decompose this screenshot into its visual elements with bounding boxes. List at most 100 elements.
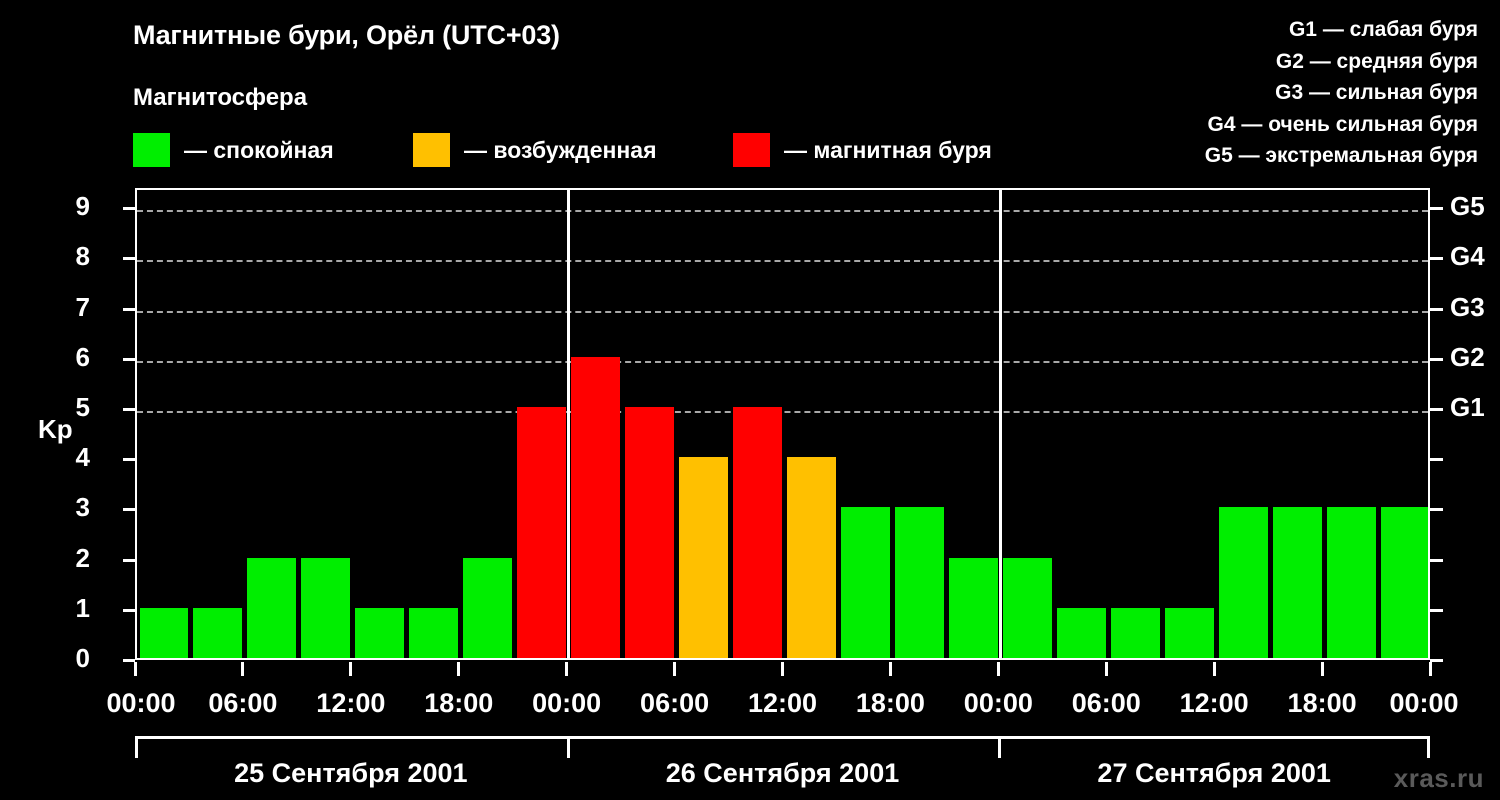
gscale-legend-row-g3: G3 — сильная буря	[1275, 81, 1478, 104]
bar[interactable]	[139, 607, 189, 658]
magnetosphere-legend-item-quiet: — спокойная	[133, 131, 334, 169]
gridline-kp-5	[137, 410, 1428, 413]
y-tick-label-1: 1	[75, 592, 90, 623]
bar[interactable]	[1056, 607, 1106, 658]
page-title: Магнитные бури, Орёл (UTC+03)	[133, 20, 560, 50]
day-label-1: 25 Сентября 2001	[234, 758, 468, 788]
y-tick-label-4: 4	[75, 442, 90, 473]
gscale-legend-row-g1: G1 — слабая буря	[1288, 18, 1478, 41]
gridline-kp-7	[137, 310, 1428, 313]
x-tick-mark-11	[1320, 662, 1324, 676]
x-tick-mark-5	[673, 662, 677, 676]
x-tick-mark-10	[1212, 662, 1216, 676]
y-tick-mark-0	[123, 659, 135, 662]
x-tick-mark-4	[565, 662, 569, 676]
x-tick-mark-3	[457, 662, 461, 676]
x-tick-mark-7	[888, 662, 892, 676]
bar[interactable]	[301, 557, 351, 658]
y-tick-mark-3	[123, 508, 135, 512]
y-tick-label-0: 0	[75, 643, 90, 673]
x-tick-label-3: 18:00	[424, 688, 494, 718]
legend-label-storm: — магнитная буря	[784, 136, 992, 163]
bar[interactable]	[1002, 557, 1052, 658]
x-tick-label-12: 00:00	[1389, 688, 1459, 718]
y-tick-mark-8	[123, 257, 135, 261]
x-tick-mark-0	[133, 662, 137, 676]
bar[interactable]	[840, 507, 890, 658]
gridline-kp-9	[137, 210, 1428, 213]
y-tick-label-3: 3	[75, 492, 90, 523]
bar[interactable]	[948, 557, 998, 658]
day-bracket-line	[135, 736, 1430, 739]
bar[interactable]	[193, 607, 243, 658]
x-tick-mark-8	[996, 662, 1000, 676]
x-tick-mark-1	[241, 662, 245, 676]
bar[interactable]	[409, 607, 459, 658]
y-axis-title: Kp	[38, 413, 73, 444]
x-tick-mark-9	[1104, 662, 1108, 676]
x-tick-label-11: 18:00	[1287, 688, 1357, 718]
chart-plot-area	[135, 188, 1430, 660]
x-tick-label-8: 00:00	[963, 688, 1033, 718]
y-tick-label-8: 8	[75, 241, 90, 272]
x-tick-label-5: 06:00	[640, 688, 710, 718]
day-divider	[567, 190, 571, 658]
bar[interactable]	[247, 557, 297, 658]
x-tick-mark-2	[349, 662, 353, 676]
x-tick-label-9: 06:00	[1071, 688, 1141, 718]
y-tick-mark-7	[123, 307, 135, 311]
bar[interactable]	[1272, 507, 1322, 658]
y-tick-mark-1	[123, 608, 135, 612]
gscale-legend: G1 — слабая буря G2 — средняя буря G3 — си…	[1058, 14, 1478, 172]
day-label-2: 26 Сентября 2001	[665, 758, 900, 788]
g-minor-tick-kp-0	[1430, 659, 1443, 662]
legend-swatch-quiet	[133, 133, 170, 167]
bar[interactable]	[1380, 507, 1428, 658]
x-tick-mark-6	[781, 662, 784, 676]
x-tick-label-4: 00:00	[532, 688, 602, 718]
bar[interactable]	[355, 607, 405, 658]
y-tick-mark-9	[123, 207, 135, 211]
day-label-3: 27 Сентября 2001	[1097, 758, 1331, 788]
legend-swatch-unsettled	[413, 133, 450, 167]
g-tick-mark-g5	[1430, 207, 1443, 211]
g-tick-label-g5: G5	[1450, 191, 1485, 222]
g-minor-tick-kp-3	[1430, 508, 1443, 512]
bar[interactable]	[733, 406, 782, 658]
x-tick-label-10: 12:00	[1179, 688, 1249, 718]
g-minor-tick-kp-1	[1430, 608, 1443, 612]
y-tick-mark-5	[123, 407, 135, 411]
gscale-legend-row-g4: G4 — очень сильная буря	[1207, 112, 1478, 136]
x-tick-label-2: 12:00	[316, 688, 386, 718]
bar[interactable]	[787, 457, 836, 658]
g-tick-mark-g1	[1430, 407, 1443, 411]
g-tick-mark-g3	[1430, 307, 1443, 311]
bar[interactable]	[679, 457, 729, 658]
day-bracket-tick-3	[1427, 736, 1430, 758]
legend-label-unsettled: — возбужденная	[464, 136, 657, 163]
g-tick-mark-g2	[1430, 357, 1443, 361]
bar[interactable]	[625, 406, 675, 658]
y-tick-label-6: 6	[75, 341, 90, 372]
chart-plot-inner	[137, 190, 1428, 658]
bar[interactable]	[1164, 607, 1214, 658]
legend-label-quiet: — спокойная	[184, 136, 334, 163]
gscale-legend-row-g5: G5 — экстремальная буря	[1204, 144, 1478, 167]
gscale-legend-row-g2: G2 — средняя буря	[1275, 49, 1478, 73]
bar[interactable]	[463, 557, 513, 658]
y-tick-mark-2	[123, 558, 135, 562]
bar[interactable]	[571, 356, 621, 658]
bar[interactable]	[517, 406, 567, 658]
y-tick-label-5: 5	[75, 391, 90, 422]
day-bracket-tick-0	[135, 736, 138, 758]
g-tick-label-g3: G3	[1450, 291, 1485, 322]
x-tick-mark-12	[1428, 662, 1432, 676]
bar[interactable]	[1326, 507, 1376, 658]
g-tick-label-g1: G1	[1450, 391, 1485, 422]
magnetosphere-legend-item-storm: — магнитная буря	[733, 131, 992, 169]
bar[interactable]	[1110, 607, 1160, 658]
bar[interactable]	[894, 507, 944, 658]
x-tick-label-0: 00:00	[106, 688, 176, 718]
bar[interactable]	[1218, 507, 1268, 658]
day-divider	[998, 190, 1002, 658]
